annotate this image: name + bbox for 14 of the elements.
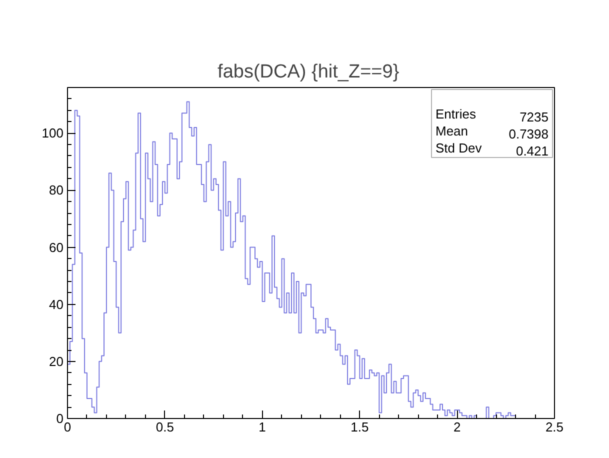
y-tick-label: 80 <box>49 182 64 198</box>
x-tick-label: 2.5 <box>545 420 564 434</box>
chart-title: fabs(DCA) {hit_Z==9} <box>218 62 400 82</box>
text: Entries 7235 <box>436 106 548 124</box>
x-tick-label: 2 <box>453 420 461 434</box>
text: Mean 0.7398 <box>436 124 549 142</box>
y-tick-label: 40 <box>49 296 64 312</box>
x-tick-label: 1 <box>258 420 266 434</box>
x-tick-label: 0.5 <box>156 420 174 434</box>
y-tick-label: 60 <box>49 240 64 255</box>
x-tick-label: 1.5 <box>350 420 369 434</box>
text: Std Dev 0.421 <box>436 140 549 158</box>
y-tick-label: 20 <box>49 354 64 369</box>
y-tick-label: 100 <box>42 126 64 141</box>
